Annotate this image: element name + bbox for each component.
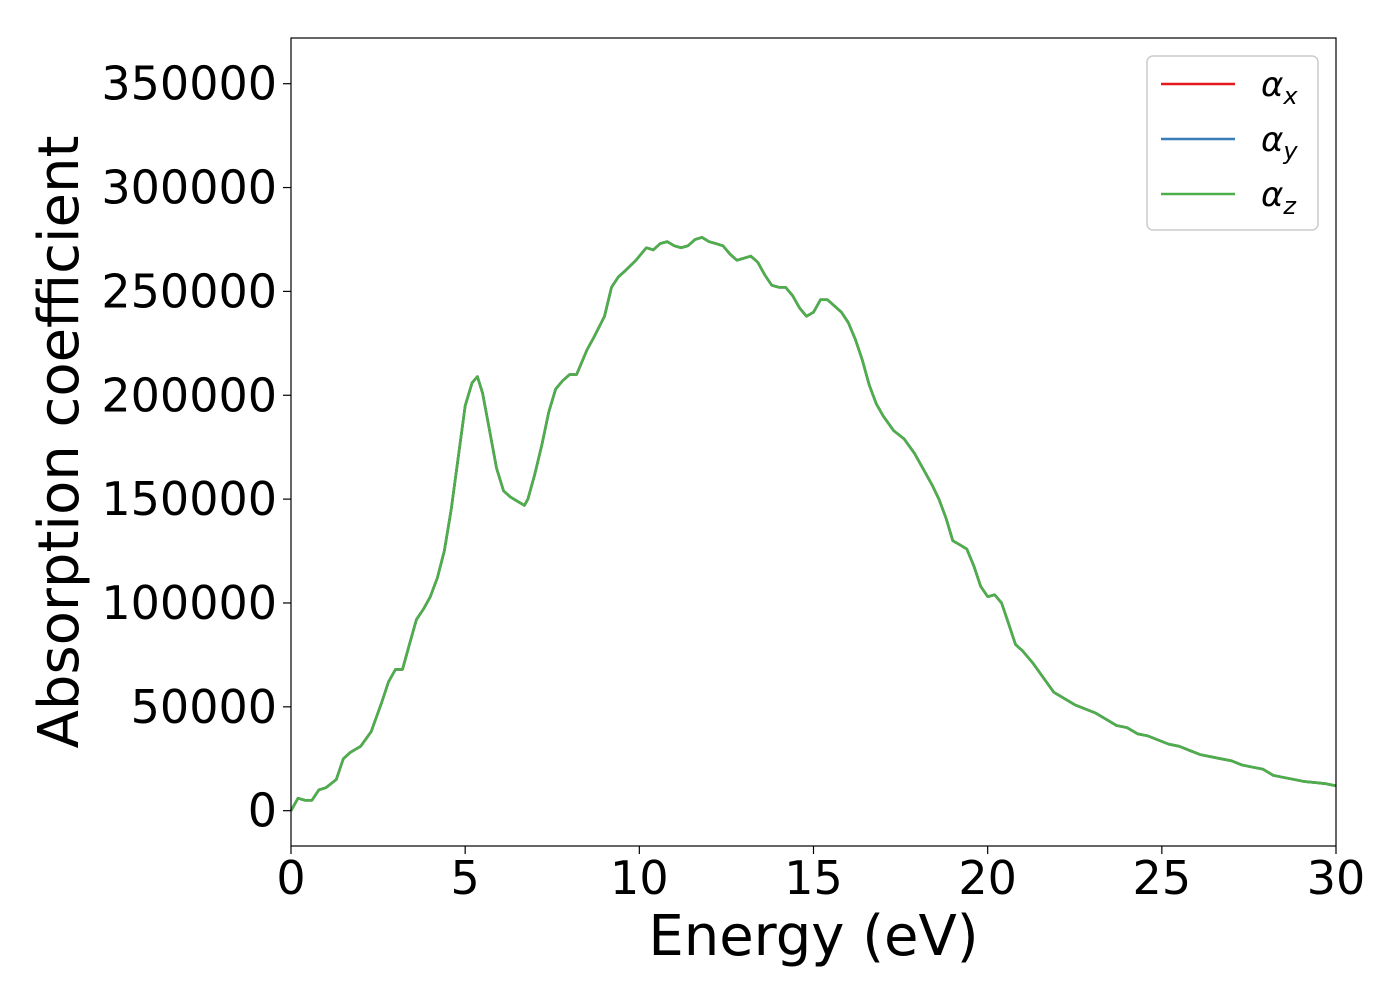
y-tick-label: 0 [248,784,277,838]
x-axis-title: Energy (eV) [648,904,978,969]
legend: αx αy αz [1146,55,1319,231]
x-tick-label: 0 [276,851,305,905]
x-tick-label: 10 [610,851,669,905]
x-tick-label: 15 [784,851,843,905]
x-tick-label: 20 [958,851,1017,905]
legend-label-z: αz [1261,175,1297,220]
y-tick-label: 50000 [131,680,277,734]
y-tick-label: 100000 [101,576,277,630]
legend-label-x: αx [1261,65,1298,110]
series-lines [289,236,1337,812]
y-tick-label: 350000 [101,57,277,111]
y-tick-label: 300000 [101,161,277,215]
x-axis-ticks: 0 5 10 15 20 25 30 [276,846,1365,905]
legend-box [1146,55,1319,231]
x-tick-label: 5 [451,851,480,905]
y-axis-ticks: 0 50000 100000 150000 200000 250000 300000 3500… [101,57,291,838]
x-tick-label: 25 [1133,851,1192,905]
y-tick-label: 200000 [101,368,277,422]
legend-label-y: αy [1261,120,1298,165]
y-tick-label: 250000 [101,264,277,318]
y-tick-label: 150000 [101,472,277,526]
series-line-z [289,236,1337,812]
y-axis-title: Absorption coefficient [27,136,92,749]
x-tick-label: 30 [1307,851,1366,905]
